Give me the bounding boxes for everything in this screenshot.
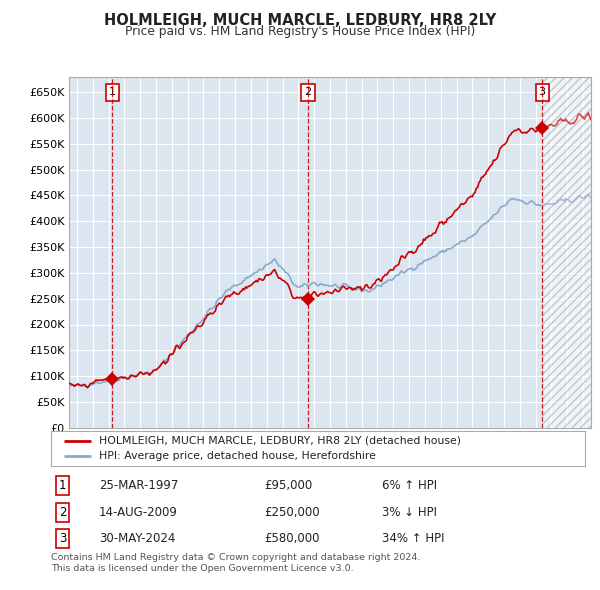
Text: 14-AUG-2009: 14-AUG-2009 (99, 506, 178, 519)
Text: Price paid vs. HM Land Registry's House Price Index (HPI): Price paid vs. HM Land Registry's House … (125, 25, 475, 38)
Text: Contains HM Land Registry data © Crown copyright and database right 2024.
This d: Contains HM Land Registry data © Crown c… (51, 553, 421, 573)
Text: 25-MAR-1997: 25-MAR-1997 (99, 479, 178, 492)
Text: £250,000: £250,000 (265, 506, 320, 519)
Text: 2: 2 (59, 506, 67, 519)
Text: HPI: Average price, detached house, Herefordshire: HPI: Average price, detached house, Here… (99, 451, 376, 461)
Text: HOLMLEIGH, MUCH MARCLE, LEDBURY, HR8 2LY (detached house): HOLMLEIGH, MUCH MARCLE, LEDBURY, HR8 2LY… (99, 435, 461, 445)
Text: 2: 2 (305, 87, 312, 97)
Text: 1: 1 (109, 87, 116, 97)
Text: 3: 3 (539, 87, 545, 97)
Text: £95,000: £95,000 (265, 479, 313, 492)
Text: £580,000: £580,000 (265, 532, 320, 545)
Text: 6% ↑ HPI: 6% ↑ HPI (382, 479, 437, 492)
Text: 3: 3 (59, 532, 67, 545)
Text: 30-MAY-2024: 30-MAY-2024 (99, 532, 175, 545)
Text: 3% ↓ HPI: 3% ↓ HPI (382, 506, 437, 519)
Bar (542, 77, 591, 428)
Text: 34% ↑ HPI: 34% ↑ HPI (382, 532, 445, 545)
Text: 1: 1 (59, 479, 67, 492)
Text: HOLMLEIGH, MUCH MARCLE, LEDBURY, HR8 2LY: HOLMLEIGH, MUCH MARCLE, LEDBURY, HR8 2LY (104, 13, 496, 28)
